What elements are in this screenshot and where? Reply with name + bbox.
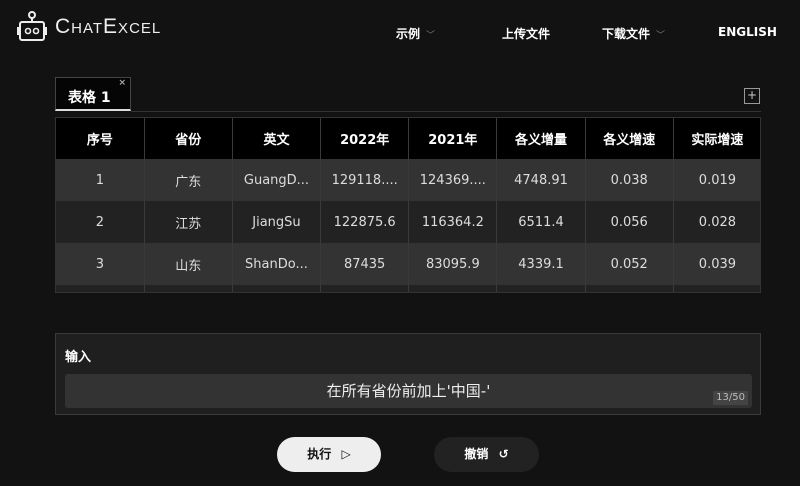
tab-divider xyxy=(131,111,761,112)
nav-download[interactable]: 下载文件 ﹀ xyxy=(602,25,665,42)
table-cell[interactable] xyxy=(496,285,586,292)
column-header[interactable]: 各义增速 xyxy=(585,118,674,159)
char-count: 13/50 xyxy=(713,391,748,405)
column-header[interactable]: 省份 xyxy=(144,118,233,159)
undo-icon: ↺ xyxy=(498,447,509,461)
table-cell[interactable]: 0.028 xyxy=(673,201,760,243)
table-row[interactable]: 2 江苏 JiangSu 122875.6 116364.2 6511.4 0.056 0.0… xyxy=(56,201,760,243)
table-cell[interactable] xyxy=(320,285,410,292)
table-cell[interactable] xyxy=(408,285,498,292)
column-header[interactable]: 各义增量 xyxy=(496,118,586,159)
table-cell[interactable]: 116364.2 xyxy=(408,201,498,243)
table-cell[interactable]: 4339.1 xyxy=(496,243,586,285)
table-cell[interactable]: 1 xyxy=(56,159,145,201)
table-cell[interactable]: 山东 xyxy=(144,243,233,285)
table-cell[interactable]: 2 xyxy=(56,201,145,243)
table-cell[interactable]: 4748.91 xyxy=(496,159,586,201)
column-header[interactable]: 英文 xyxy=(232,118,322,159)
execute-label: 执行 xyxy=(307,447,332,461)
table-cell[interactable]: 87435 xyxy=(320,243,410,285)
table-row[interactable]: 1 广东 GuangD... 129118.... 124369.... 4748.91 0… xyxy=(56,159,760,201)
column-header[interactable]: 2021年 xyxy=(408,118,498,159)
table-cell[interactable] xyxy=(144,285,233,292)
table-cell[interactable]: 广东 xyxy=(144,159,233,201)
chevron-down-icon: ﹀ xyxy=(426,31,436,41)
add-tab-button[interactable]: + xyxy=(744,88,760,104)
table-cell[interactable]: 0.039 xyxy=(673,243,760,285)
nav-label: 上传文件 xyxy=(502,27,551,41)
logo[interactable]: ChatExcel xyxy=(17,11,161,43)
robot-icon xyxy=(17,11,47,41)
table-cell[interactable]: 0.038 xyxy=(585,159,674,201)
close-icon[interactable]: × xyxy=(118,78,126,88)
table-cell[interactable]: 0.052 xyxy=(585,243,674,285)
table-cell[interactable]: 江苏 xyxy=(144,201,233,243)
input-value: 在所有省份前加上'中国-' xyxy=(326,382,491,400)
table-cell[interactable]: JiangSu xyxy=(232,201,322,243)
nav-label: ENGLISH xyxy=(718,25,777,39)
tab-sheet-1[interactable]: 表格 1 × xyxy=(55,77,131,111)
table-cell[interactable]: 122875.6 xyxy=(320,201,410,243)
table-cell[interactable]: 129118.... xyxy=(320,159,410,201)
nav-upload[interactable]: 上传文件 xyxy=(502,25,550,42)
table-row[interactable]: 3 山东 ShanDo... 87435 83095.9 4339.1 0.052 0.039 xyxy=(56,243,760,285)
column-header[interactable]: 序号 xyxy=(56,118,145,159)
input-label: 输入 xyxy=(65,350,92,365)
table-cell[interactable]: 6511.4 xyxy=(496,201,586,243)
input-panel: 输入 在所有省份前加上'中国-' 13/50 xyxy=(55,333,761,415)
undo-button[interactable]: 撤销 ↺ xyxy=(434,437,539,472)
table-cell[interactable]: 3 xyxy=(56,243,145,285)
table-cell[interactable]: 0.056 xyxy=(585,201,674,243)
nav-label: 示例 xyxy=(396,27,421,41)
logo-text: ChatExcel xyxy=(55,15,162,38)
nav-english[interactable]: ENGLISH xyxy=(718,25,777,39)
play-icon: ▷ xyxy=(341,447,351,461)
table-cell[interactable]: 0.019 xyxy=(673,159,760,201)
table-cell[interactable] xyxy=(673,285,760,292)
nav-label: 下载文件 xyxy=(602,27,651,41)
column-header[interactable]: 2022年 xyxy=(320,118,410,159)
tab-label: 表格 1 xyxy=(68,90,111,106)
table-cell[interactable]: ShanDo... xyxy=(232,243,322,285)
data-table: 序号 省份 英文 2022年 2021年 各义增量 各义增速 实际增速 1 广东 GuangD..… xyxy=(55,117,761,293)
table-header: 序号 省份 英文 2022年 2021年 各义增量 各义增速 实际增速 xyxy=(56,118,760,159)
column-header[interactable]: 实际增速 xyxy=(673,118,760,159)
table-cell[interactable] xyxy=(585,285,674,292)
table-cell[interactable]: 124369.... xyxy=(408,159,498,201)
nav-examples[interactable]: 示例 ﹀ xyxy=(396,25,435,42)
table-cell[interactable]: GuangD... xyxy=(232,159,322,201)
table-cell[interactable]: 83095.9 xyxy=(408,243,498,285)
table-cell[interactable] xyxy=(232,285,322,292)
instruction-input[interactable]: 在所有省份前加上'中国-' 13/50 xyxy=(65,374,752,408)
execute-button[interactable]: 执行 ▷ xyxy=(277,437,381,472)
undo-label: 撤销 xyxy=(464,447,489,461)
table-cell[interactable] xyxy=(56,285,145,292)
table-row[interactable] xyxy=(56,285,760,292)
chevron-down-icon: ﹀ xyxy=(656,31,666,41)
